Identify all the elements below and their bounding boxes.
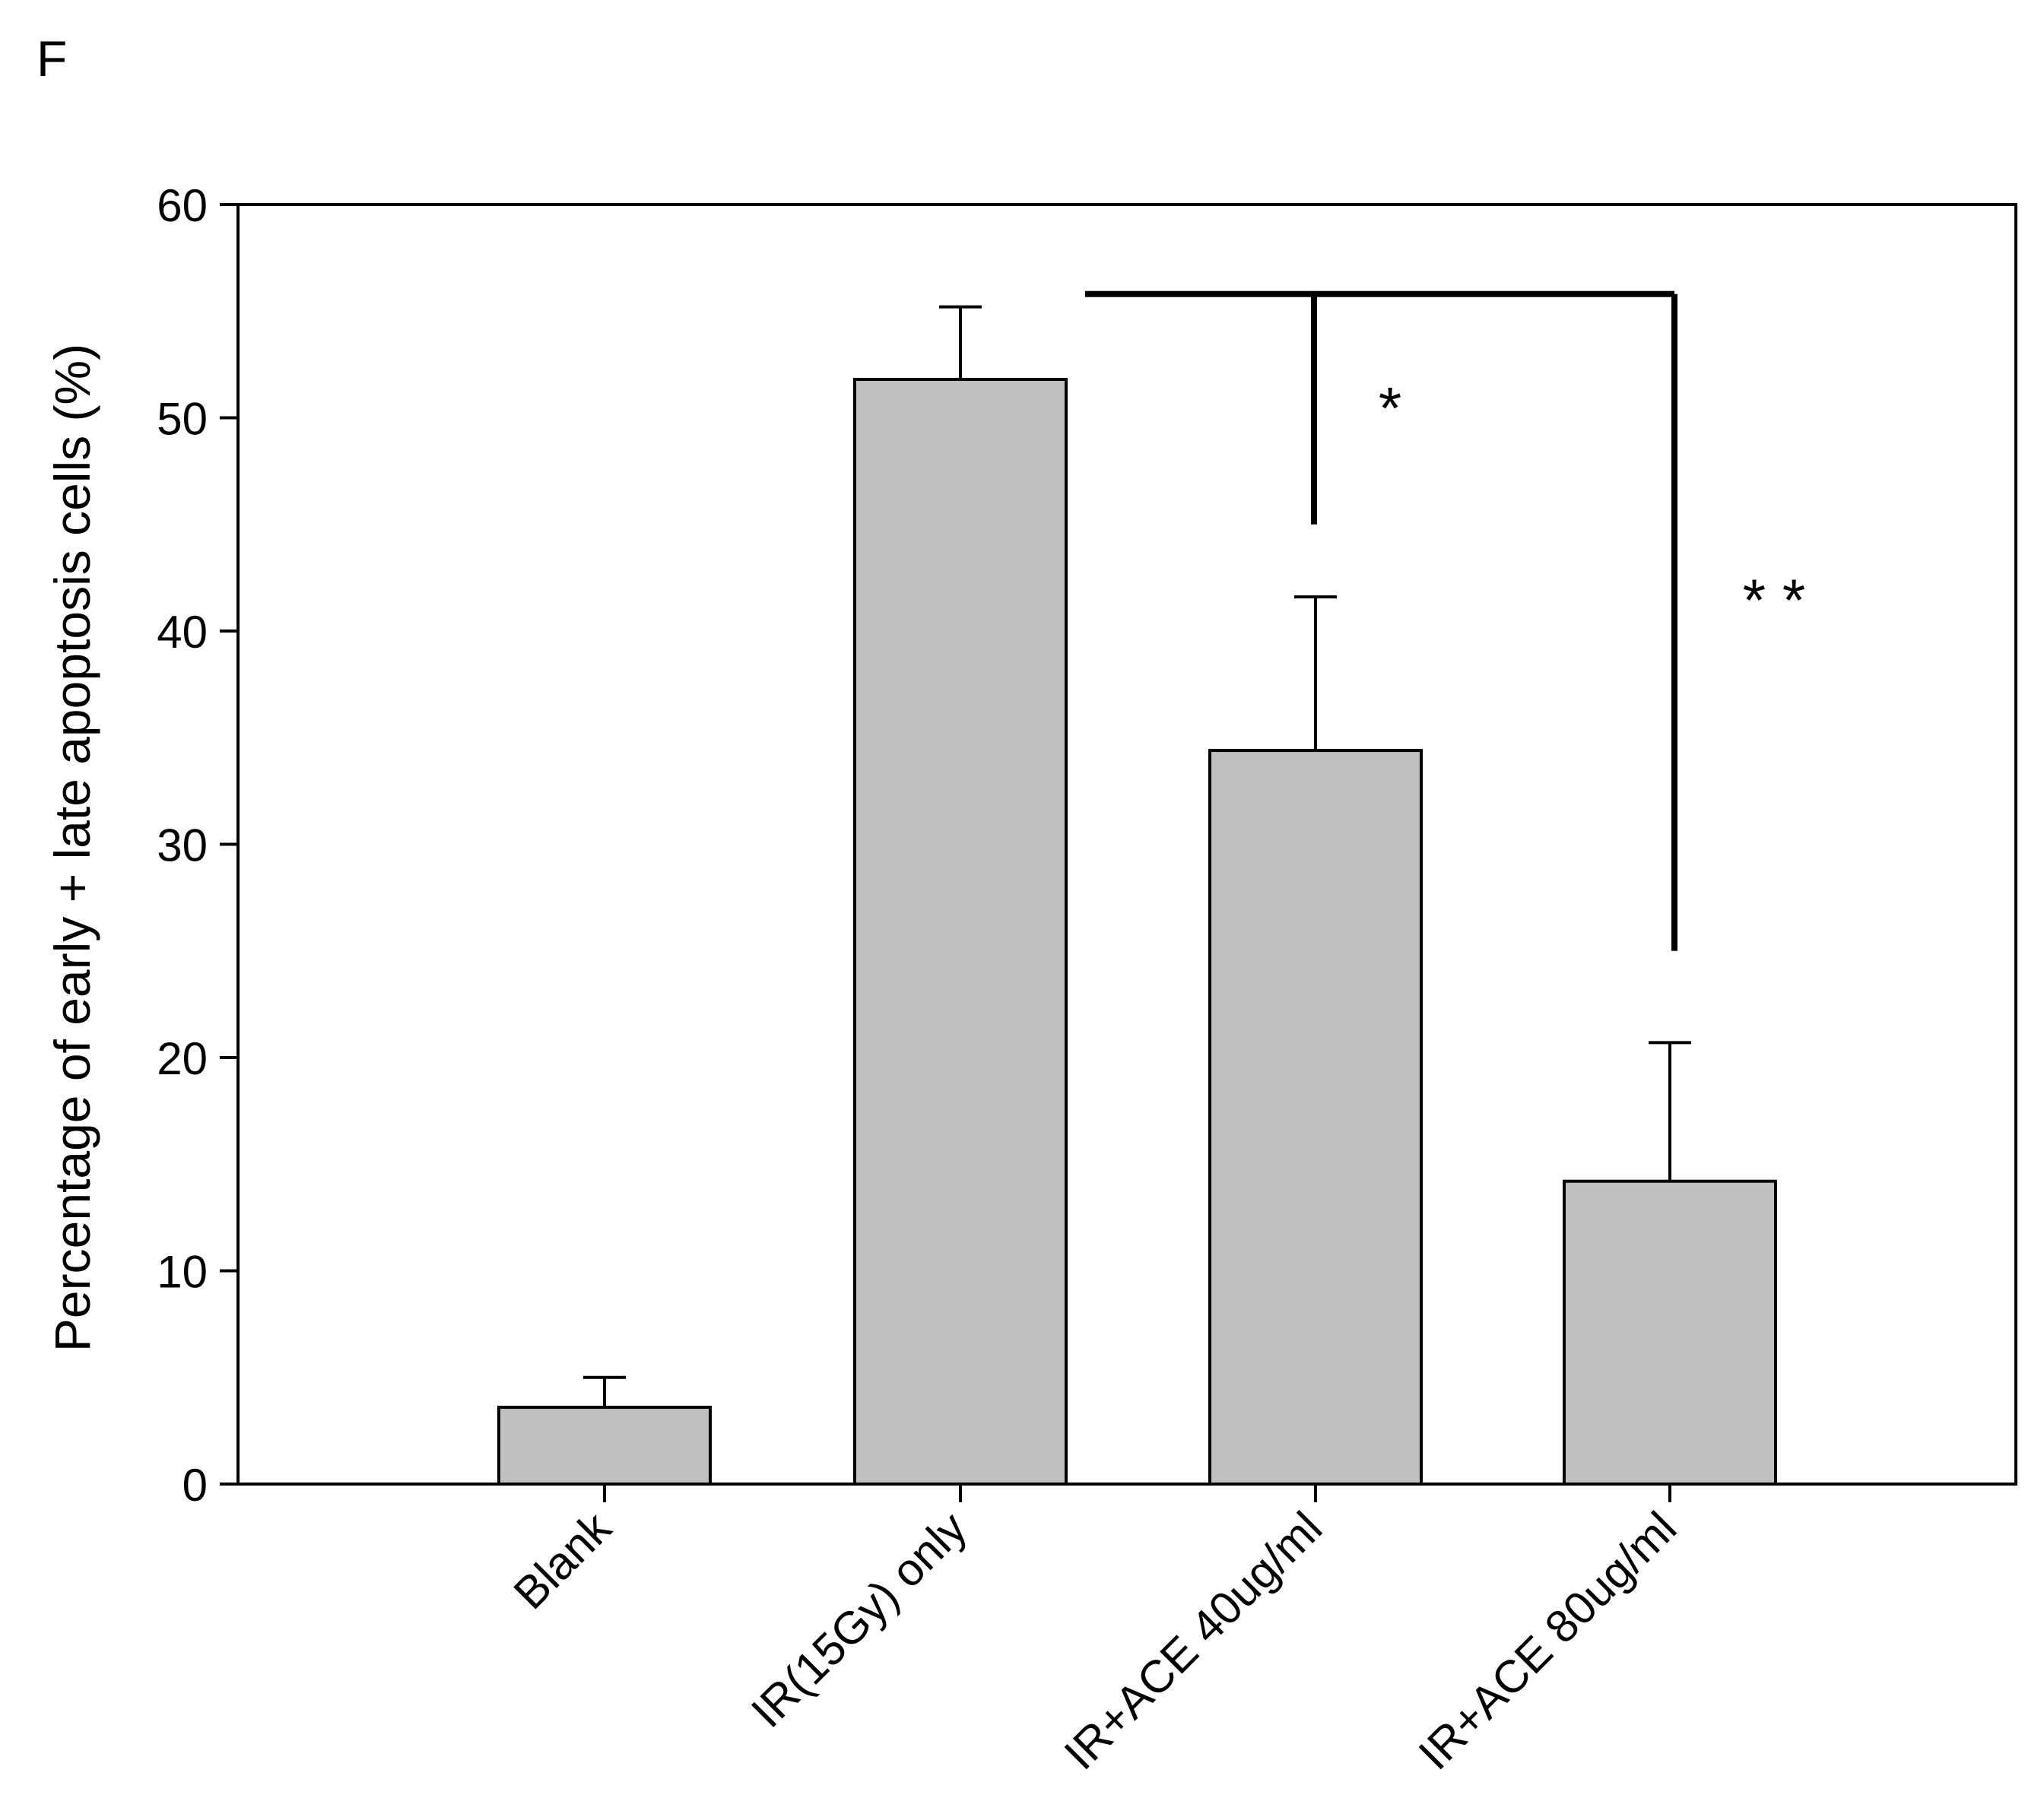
y-tick-label: 0: [182, 1460, 208, 1511]
x-axis: Blank IR(15Gy) only IR+ACE 40ug/ml IR+ACE 8…: [504, 1484, 1687, 1780]
significance-annotations: * * *: [1085, 290, 1805, 951]
y-tick-label: 40: [157, 607, 208, 658]
bar: [1208, 749, 1423, 1486]
y-tick-label: 50: [157, 394, 208, 445]
bars: [497, 378, 1777, 1486]
y-tick-label: 60: [157, 180, 208, 231]
significance-label: * *: [1743, 566, 1805, 633]
x-tick-label: IR(15Gy) only: [741, 1502, 976, 1737]
error-bars: [583, 305, 1691, 1408]
bar: [853, 378, 1068, 1486]
panel-label: F: [36, 30, 67, 87]
bar: [1563, 1179, 1777, 1486]
x-tick-label: Blank: [504, 1502, 621, 1619]
y-tick-label: 10: [157, 1247, 208, 1298]
y-tick-label: 30: [157, 820, 208, 871]
x-tick-label: IR+ACE 80ug/ml: [1409, 1502, 1687, 1780]
y-axis-label: Percentage of early + late apoptosis cel…: [44, 344, 100, 1352]
significance-label: *: [1379, 375, 1401, 442]
y-axis: 0 10 20 30 40 50 60: [157, 180, 238, 1511]
x-tick-label: IR+ACE 40ug/ml: [1055, 1502, 1332, 1780]
bar: [497, 1406, 712, 1486]
y-tick-label: 20: [157, 1033, 208, 1084]
